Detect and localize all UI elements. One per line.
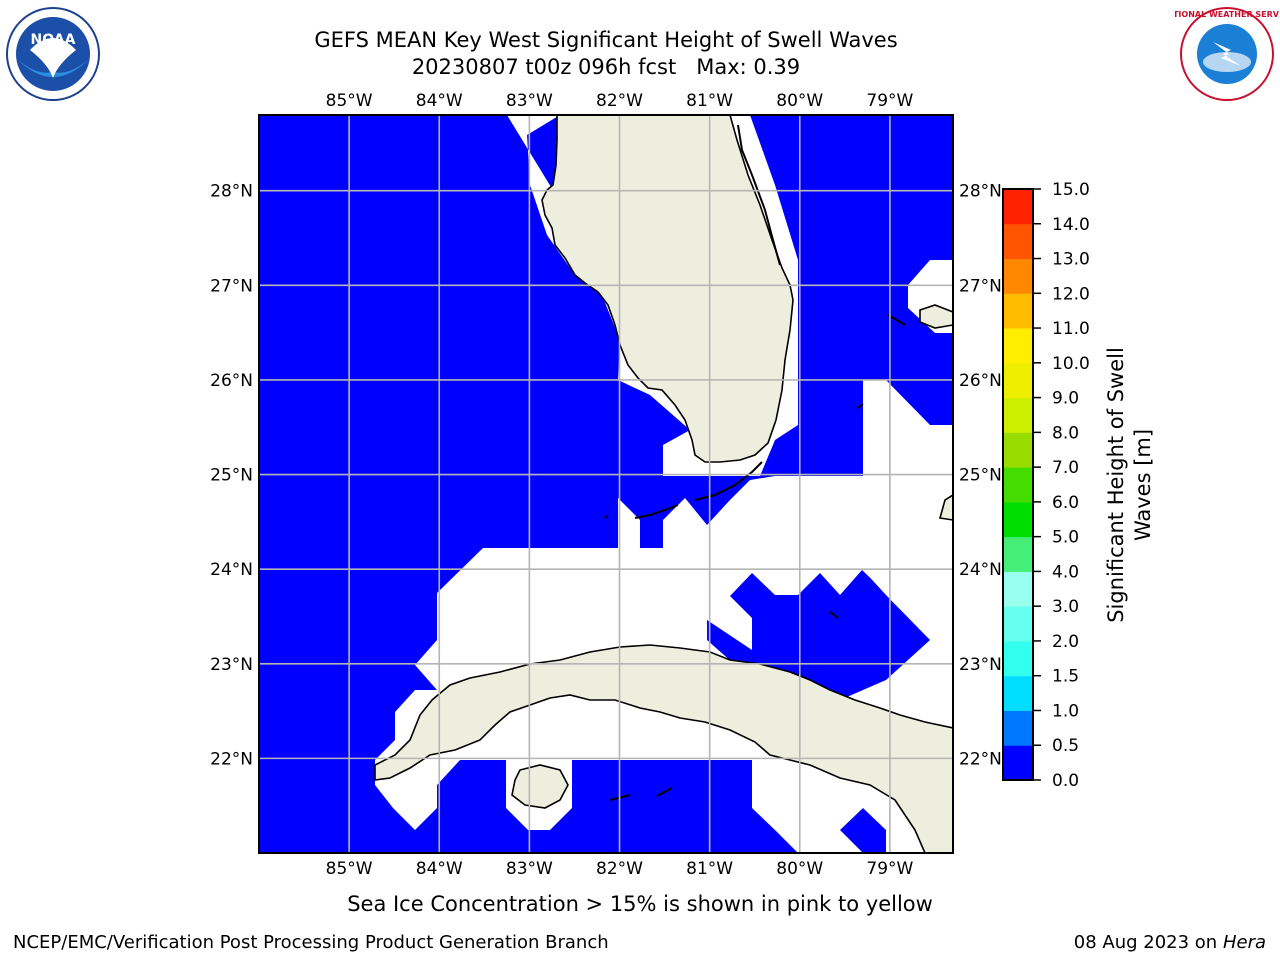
colorbar-tick-label: 7.0	[1052, 458, 1079, 478]
lon-tick-label: 84°W	[416, 91, 463, 111]
lat-tick-label: 22°N	[959, 749, 1002, 769]
colorbar-tick-label: 5.0	[1052, 528, 1079, 548]
lat-tick-label: 23°N	[959, 655, 1002, 675]
lat-tick-label: 28°N	[959, 182, 1002, 202]
colorbar-label-line2: Waves [m]	[1131, 429, 1155, 541]
lat-tick-label: 24°N	[959, 560, 1002, 580]
colorbar	[1002, 188, 1034, 781]
svg-text:NOAA: NOAA	[31, 32, 76, 48]
lat-tick-label: 23°N	[210, 655, 253, 675]
colorbar-tick-label: 14.0	[1052, 215, 1090, 235]
colorbar-frame	[1002, 188, 1034, 781]
lat-tick-label: 24°N	[210, 560, 253, 580]
colorbar-segment	[1003, 745, 1033, 781]
colorbar-tick-label: 10.0	[1052, 354, 1090, 374]
colorbar-segment	[1003, 710, 1033, 746]
credit-host: Hera	[1222, 932, 1266, 953]
colorbar-segment	[1003, 397, 1033, 433]
lon-tick-label: 82°W	[596, 91, 643, 111]
svg-text:NATIONAL WEATHER SERVICE: NATIONAL WEATHER SERVICE	[1175, 10, 1279, 19]
lat-tick-label: 26°N	[210, 371, 253, 391]
chart-title: GEFS MEAN Key West Significant Height of…	[314, 28, 898, 52]
lat-tick-label: 27°N	[959, 276, 1002, 296]
lon-tick-labels-bottom: 85°W 84°W 83°W 82°W 81°W 80°W 79°W	[326, 859, 914, 879]
lon-tick-label: 85°W	[326, 91, 373, 111]
colorbar-segment	[1003, 293, 1033, 329]
lon-tick-label: 81°W	[686, 91, 733, 111]
lon-tick-label: 79°W	[866, 91, 913, 111]
lat-tick-labels-right: 28°N 27°N 26°N 25°N 24°N 23°N 22°N	[959, 182, 1002, 770]
lon-tick-label: 85°W	[326, 859, 373, 879]
colorbar-segment	[1003, 571, 1033, 607]
colorbar-tick-label: 9.0	[1052, 389, 1079, 409]
colorbar-tick-label: 1.5	[1052, 667, 1079, 687]
colorbar-tick-label: 3.0	[1052, 597, 1079, 617]
colorbar-tick-label: 2.0	[1052, 632, 1079, 652]
sea-ice-note: Sea Ice Concentration > 15% is shown in …	[347, 892, 933, 916]
colorbar-label-line1: Significant Height of Swell	[1104, 347, 1128, 623]
colorbar-tick-label: 13.0	[1052, 250, 1090, 270]
lat-tick-label: 28°N	[210, 182, 253, 202]
colorbar-tick-label: 0.5	[1052, 736, 1079, 756]
colorbar-segment	[1003, 362, 1033, 399]
credit-date-text: 08 Aug 2023 on	[1073, 932, 1218, 953]
land	[374, 115, 953, 853]
nws-logo: NATIONAL WEATHER SERVICE	[1175, 7, 1279, 101]
map-frame	[258, 114, 954, 854]
colorbar-segment	[1003, 432, 1033, 468]
lon-tick-label: 80°W	[776, 91, 823, 111]
colorbar-tick-label: 6.0	[1052, 493, 1079, 513]
colorbar-segment	[1003, 223, 1033, 260]
credit-date: 08 Aug 2023 on Hera	[1074, 932, 1266, 954]
lat-tick-label: 22°N	[210, 749, 253, 769]
map-area	[259, 115, 953, 853]
lon-tick-label: 83°W	[506, 859, 553, 879]
colorbar-tick-label: 1.0	[1052, 701, 1079, 721]
graticule	[259, 115, 953, 853]
lon-tick-label: 80°W	[776, 859, 823, 879]
colorbar-tick-label: 8.0	[1052, 423, 1079, 443]
lat-tick-labels-left: 28°N 27°N 26°N 25°N 24°N 23°N 22°N	[210, 182, 253, 770]
colorbar-segment	[1003, 467, 1033, 503]
colorbar-tick-label: 4.0	[1052, 562, 1079, 582]
colorbar-segment	[1003, 675, 1033, 711]
colorbar-tick-label: 12.0	[1052, 284, 1090, 304]
lon-tick-label: 82°W	[596, 859, 643, 879]
colorbar-segment	[1003, 536, 1033, 572]
lon-tick-label: 84°W	[416, 859, 463, 879]
lat-tick-label: 27°N	[210, 276, 253, 296]
lon-tick-label: 81°W	[686, 859, 733, 879]
chart-subtitle: 20230807 t00z 096h fcst Max: 0.39	[411, 55, 801, 79]
colorbar-segment	[1003, 258, 1033, 294]
colorbar-segment	[1003, 328, 1033, 364]
colorbar-ticks: 0.0 0.5 1.0 1.5 2.0 3.0 4.0 5.0 6.0 7.0 8.0 9.0 10.0…	[1033, 180, 1090, 791]
lat-tick-label: 25°N	[210, 466, 253, 486]
colorbar-tick-label: 11.0	[1052, 319, 1090, 339]
lon-tick-label: 79°W	[866, 859, 913, 879]
colorbar-segment	[1003, 189, 1033, 225]
credit-branch: NCEP/EMC/Verification Post Processing Pr…	[13, 932, 609, 953]
colorbar-segment	[1003, 501, 1033, 538]
colorbar-segment	[1003, 606, 1033, 642]
colorbar-segment	[1003, 640, 1033, 677]
colorbar-tick-label: 0.0	[1052, 771, 1079, 791]
colorbar-tick-label: 15.0	[1052, 180, 1090, 200]
noaa-logo: NOAA	[6, 7, 100, 101]
lon-tick-labels-top: 85°W 84°W 83°W 82°W 81°W 80°W 79°W	[326, 91, 914, 111]
lon-tick-label: 83°W	[506, 91, 553, 111]
lat-tick-label: 26°N	[959, 371, 1002, 391]
lat-tick-label: 25°N	[959, 466, 1002, 486]
